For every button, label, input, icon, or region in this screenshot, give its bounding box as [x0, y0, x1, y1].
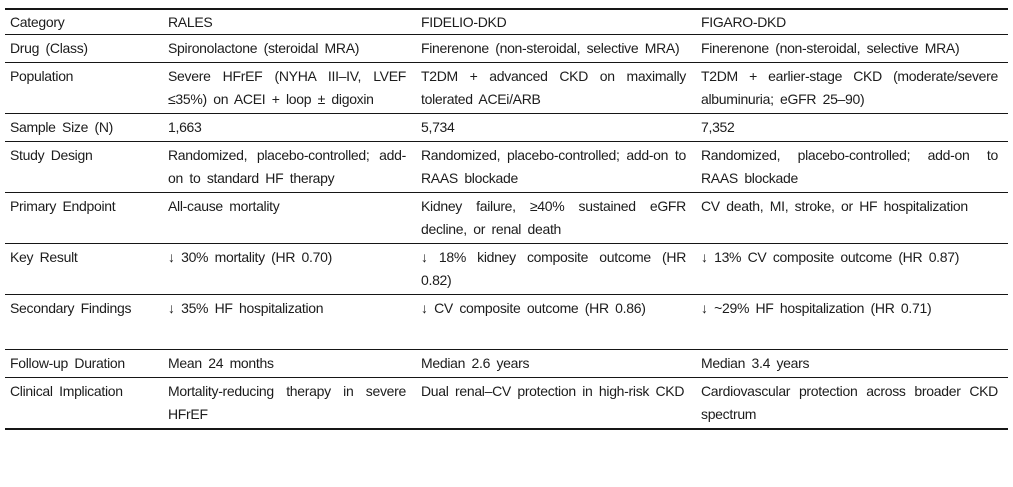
trial-comparison-table: Category RALES FIDELIO-DKD FIGARO-DKD Drug …	[5, 8, 1008, 430]
table-row: Primary Endpoint All-cause mortality Kidne…	[5, 193, 1008, 244]
row-category-label: Follow-up Duration	[10, 355, 125, 371]
table-row: Population Severe HFrEF (NYHA III–IV, LVE…	[5, 63, 1008, 114]
table-row: Secondary Findings ↓ 35% HF hospitalizati…	[5, 295, 1008, 350]
row-category-label: Key Result	[10, 249, 78, 265]
table-row: Study Design Randomized, placebo-controll…	[5, 142, 1008, 193]
table-cell: Mean 24 months	[168, 355, 274, 371]
table-cell: ↓ 35% HF hospitalization	[168, 300, 324, 316]
table-row: Follow-up Duration Mean 24 months Median 2…	[5, 350, 1008, 378]
table-cell: Severe HFrEF (NYHA III–IV, LVEF ≤35%) on…	[168, 68, 406, 107]
table-row: Clinical Implication Mortality-reducing t…	[5, 378, 1008, 430]
table-row: Sample Size (N) 1,663 5,734 7,352	[5, 114, 1008, 142]
table-cell: Spironolactone (steroidal MRA)	[168, 40, 360, 56]
row-category-label: Sample Size (N)	[10, 119, 114, 135]
table-cell: 1,663	[168, 119, 202, 135]
table-cell: Cardiovascular protection across broader…	[701, 383, 998, 422]
column-header-rales: RALES	[163, 9, 416, 35]
table-cell: 7,352	[701, 119, 735, 135]
table-cell: All-cause mortality	[168, 198, 280, 214]
column-header-fidelio-dkd: FIDELIO-DKD	[416, 9, 696, 35]
row-category-label: Primary Endpoint	[10, 198, 116, 214]
table-cell: ↓ 30% mortality (HR 0.70)	[168, 249, 332, 265]
row-category-label: Secondary Findings	[10, 300, 132, 316]
table-row: Drug (Class) Spironolactone (steroidal MR…	[5, 35, 1008, 63]
table-cell: Median 3.4 years	[701, 355, 810, 371]
table-cell: T2DM + advanced CKD on maximally tolerat…	[421, 68, 686, 107]
header-row: Category RALES FIDELIO-DKD FIGARO-DKD	[5, 9, 1008, 35]
table-cell: Finerenone (non-steroidal, selective MRA…	[421, 40, 680, 56]
table-cell: ↓ CV composite outcome (HR 0.86)	[421, 300, 646, 316]
table-cell: Dual renal–CV protection in high-risk CK…	[421, 383, 685, 399]
table-cell: Finerenone (non-steroidal, selective MRA…	[701, 40, 960, 56]
table-cell: ↓ 18% kidney composite outcome (HR 0.82)	[421, 249, 686, 288]
table-cell: Median 2.6 years	[421, 355, 530, 371]
table-cell: Kidney failure, ≥40% sustained eGFR decl…	[421, 198, 686, 237]
table-cell: Randomized, placebo-controlled; add-on t…	[421, 147, 686, 186]
table-cell: 5,734	[421, 119, 455, 135]
column-header-figaro-dkd: FIGARO-DKD	[696, 9, 1008, 35]
row-category-label: Study Design	[10, 147, 93, 163]
row-category-label: Population	[10, 68, 74, 84]
table-row: Key Result ↓ 30% mortality (HR 0.70) ↓ 18%…	[5, 244, 1008, 295]
table-cell: CV death, MI, stroke, or HF hospitalizat…	[701, 198, 968, 214]
table-cell: T2DM + earlier-stage CKD (moderate/sever…	[701, 68, 998, 107]
table-cell: Mortality-reducing therapy in severe HFr…	[168, 383, 406, 422]
column-header-category: Category	[5, 9, 163, 35]
row-category-label: Clinical Implication	[10, 383, 123, 399]
table-cell: Randomized, placebo-controlled; add-on t…	[168, 147, 406, 186]
table-cell: ↓ 13% CV composite outcome (HR 0.87)	[701, 249, 960, 265]
table-cell: ↓ ~29% HF hospitalization (HR 0.71)	[701, 300, 932, 316]
table-cell: Randomized, placebo-controlled; add-on t…	[701, 147, 998, 186]
row-category-label: Drug (Class)	[10, 40, 88, 56]
